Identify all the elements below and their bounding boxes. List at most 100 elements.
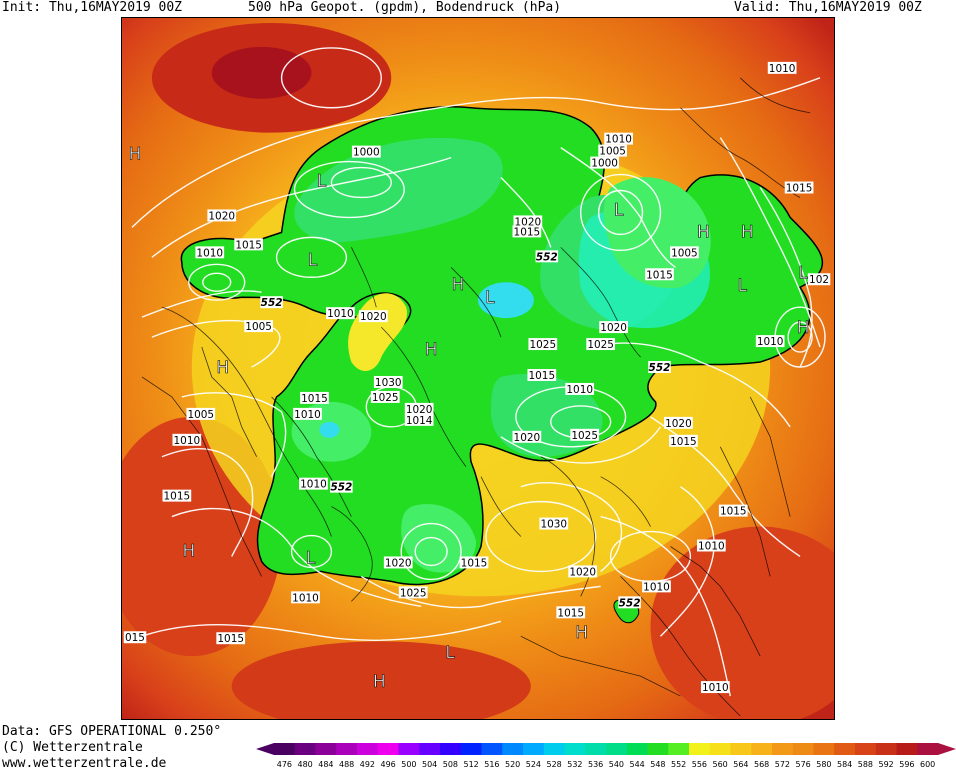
scale-swatch: [336, 743, 358, 755]
height-contour-label-text: 552: [536, 251, 558, 263]
isobar-label-box: [358, 310, 388, 323]
isobar-label-box: [568, 565, 598, 578]
isobar-label: 1015: [556, 606, 586, 619]
coastlines: [141, 77, 811, 717]
isobar-label: 1010: [696, 539, 726, 552]
isobar-label-text: 1020: [360, 311, 387, 323]
scale-swatch: [606, 743, 628, 755]
scale-tick-label: 556: [692, 760, 707, 769]
init-time: Init: Thu,16MAY2019 00Z: [2, 0, 183, 15]
isobar-label-text: 1015: [786, 183, 813, 195]
website-url[interactable]: www.wetterzentrale.de: [2, 756, 167, 771]
height-contour-label: 552: [535, 250, 559, 263]
isobar-label-box: [604, 132, 633, 145]
isobar-label-box: [398, 586, 428, 599]
isobar-label: 1010: [767, 61, 797, 75]
isobar-label-text: 1020: [600, 322, 627, 334]
scale-swatch: [274, 743, 296, 755]
scale-tick-label: 560: [712, 760, 727, 769]
isobar-label-text: 1020: [665, 418, 692, 430]
isobar-label-text: 1010: [702, 682, 729, 694]
height-contour-label-box: [330, 480, 353, 493]
isobar-label-box: [669, 434, 698, 447]
isobar-label: 1025: [528, 338, 558, 351]
isobar-label: 102: [807, 273, 831, 286]
isobar-label-box: [599, 321, 628, 334]
isobar-label-box: [598, 144, 627, 157]
scale-swatch: [834, 743, 856, 755]
height-contour-label-text: 552: [330, 482, 352, 494]
isobar-label-text: 1010: [174, 435, 201, 447]
low-pressure-marker: L: [306, 547, 316, 567]
isobar-label-text: 1015: [514, 226, 541, 238]
isobar-label-box: [755, 335, 785, 348]
high-pressure-marker: H: [425, 339, 438, 359]
isobar-label-text: 1020: [514, 432, 541, 444]
isobar-label-box: [528, 338, 558, 351]
scale-tick-label: 544: [629, 760, 644, 769]
isobar-label-text: 1000: [353, 147, 380, 159]
scale-tick-label: 504: [422, 760, 437, 769]
isobar-label: 1020: [568, 565, 598, 578]
mid-green-7: [401, 503, 477, 573]
isobar-label: 1005: [598, 144, 627, 158]
isobar-label: 1015: [512, 225, 542, 238]
isobar-label-text: 1014: [406, 415, 433, 427]
scale-tick-label: 484: [318, 760, 333, 769]
scale-swatch: [730, 743, 752, 755]
height-contour-label-box: [648, 361, 671, 373]
isobar-label-text: 1025: [400, 587, 427, 599]
high-pressure-marker: H: [797, 317, 810, 337]
low-pressure-marker: L: [308, 249, 318, 269]
height-contour-label: 552: [618, 596, 641, 609]
scale-swatch: [315, 743, 337, 755]
warm-core-southeast: [650, 526, 834, 719]
isobar-label: 1025: [570, 428, 600, 442]
isobar-label-box: [556, 606, 586, 619]
isobar-label: 1020: [383, 556, 413, 569]
scale-swatch: [440, 743, 462, 755]
isobar-label-text: 1010: [300, 479, 327, 491]
height-contour-label-text: 552: [619, 597, 641, 609]
scale-tick-label: 596: [899, 760, 914, 769]
valid-time: Valid: Thu,16MAY2019 00Z: [734, 0, 922, 15]
isobar-label-text: 1015: [217, 633, 244, 645]
isobar-label: 1010: [293, 407, 322, 421]
isobar-label-text: 1000: [591, 158, 618, 170]
isobar-label: 1020: [358, 310, 388, 323]
isobar-label-text: 1010: [292, 592, 319, 604]
scale-swatch: [481, 743, 503, 755]
isobar-label: 1010: [326, 307, 355, 320]
isobar-label-box: [293, 407, 322, 420]
scale-swatch: [917, 743, 939, 755]
isobar-label-box: [123, 631, 147, 644]
isobar-label-text: 1010: [196, 247, 223, 259]
scale-swatch: [647, 743, 669, 755]
isobar-label-text: 1010: [769, 63, 796, 75]
isobar-label: 1010: [604, 132, 633, 146]
isobar-label-text: 1015: [557, 607, 584, 619]
high-pressure-marker: H: [129, 144, 142, 164]
isobar-label-text: 1010: [757, 336, 784, 348]
scale-tick-label: 584: [837, 760, 852, 769]
isobar-label: 1015: [300, 391, 329, 405]
isobar-label-box: [373, 375, 403, 388]
isobar-label-text: 1020: [406, 404, 433, 416]
height-contour-label-box: [535, 250, 559, 263]
isobar-label-text: 1020: [208, 210, 235, 222]
isobar-label-text: 1010: [698, 540, 725, 552]
isobar-label-box: [513, 215, 543, 228]
scale-swatch: [626, 743, 648, 755]
isobar-label: 1005: [244, 320, 273, 333]
scale-tick-label: 492: [360, 760, 375, 769]
scale-tick-label: 520: [505, 760, 520, 769]
isobar-label-box: [162, 489, 192, 502]
isobar-label-box: [696, 539, 726, 552]
isobar-label-text: 015: [125, 632, 145, 644]
isobar-label-text: 1020: [385, 557, 412, 569]
scale-swatch: [689, 743, 711, 755]
isobar-label-text: 1015: [301, 393, 328, 405]
